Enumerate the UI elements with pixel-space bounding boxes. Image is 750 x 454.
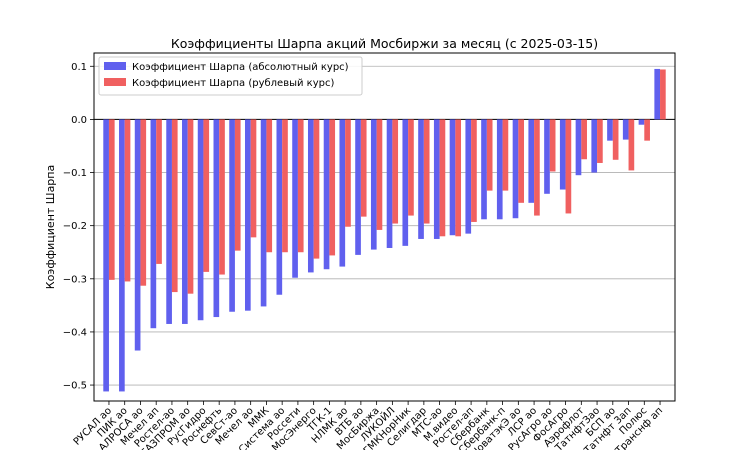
y-tick-label: −0.4 — [63, 327, 87, 338]
bar-absolute — [622, 119, 629, 140]
bar-ruble — [439, 119, 446, 237]
bar-ruble — [455, 119, 462, 237]
y-axis-ticks: 0.1 0.0 −0.1 −0.2 −0.3 −0.4 −0.5 — [63, 62, 94, 392]
bar-ruble — [423, 119, 430, 224]
y-axis-label: Коэффициент Шарпа — [44, 165, 57, 289]
plot-frame — [93, 52, 676, 402]
bar-absolute — [402, 119, 409, 246]
bar-ruble — [534, 119, 540, 216]
bar-absolute — [182, 119, 188, 324]
bar-absolute — [307, 119, 314, 273]
bar-absolute — [418, 119, 424, 239]
bar-absolute — [512, 119, 519, 219]
bar-ruble — [612, 119, 619, 160]
bar-ruble — [392, 119, 399, 224]
bar-ruble — [565, 119, 572, 214]
bar-absolute — [292, 119, 298, 278]
bar-absolute — [213, 119, 220, 318]
legend-label-absolute: Коэффициент Шарпа (абсолютный курс) — [132, 62, 349, 73]
bar-absolute — [449, 119, 456, 236]
bar-absolute — [575, 119, 582, 176]
bar-absolute — [276, 119, 283, 295]
bar-absolute — [481, 119, 487, 220]
bar-absolute — [465, 119, 472, 234]
bar-absolute — [355, 119, 361, 255]
legend-swatch-ruble — [104, 78, 126, 86]
bar-absolute — [386, 119, 393, 248]
bar-ruble — [313, 119, 320, 259]
bar-ruble — [360, 119, 367, 217]
bar-absolute — [433, 119, 440, 239]
bar-ruble — [156, 119, 162, 264]
bar-ruble — [518, 119, 525, 203]
bar-ruble — [297, 119, 304, 253]
bar-absolute — [638, 119, 645, 125]
bars-layer — [103, 68, 666, 392]
bar-ruble — [234, 119, 241, 251]
bar-absolute — [370, 119, 377, 250]
bar-ruble — [329, 119, 336, 256]
bar-absolute — [166, 119, 172, 324]
bar-absolute — [119, 119, 125, 392]
bar-absolute — [559, 119, 566, 190]
legend-label-ruble: Коэффициент Шарпа (рублевый курс) — [132, 78, 334, 89]
bar-ruble — [581, 119, 587, 160]
bar-absolute — [607, 119, 613, 141]
bar-ruble — [219, 119, 225, 275]
bar-ruble — [471, 119, 477, 222]
bar-ruble — [345, 119, 351, 227]
bar-ruble — [124, 119, 131, 282]
bar-ruble — [628, 119, 635, 171]
bar-ruble — [282, 119, 288, 253]
legend-box — [98, 56, 363, 96]
chart-title: Коэффициенты Шарпа акций Мосбиржи за мес… — [171, 36, 598, 51]
bar-absolute — [654, 68, 661, 120]
bar-absolute — [134, 119, 141, 351]
bar-ruble — [376, 119, 383, 230]
bar-ruble — [266, 119, 273, 253]
bar-absolute — [229, 119, 235, 312]
bar-ruble — [660, 69, 666, 120]
bar-absolute — [150, 119, 157, 329]
bar-ruble — [408, 119, 414, 216]
bar-absolute — [544, 119, 550, 194]
y-tick-label: −0.5 — [63, 381, 87, 392]
bar-absolute — [528, 119, 535, 203]
bar-ruble — [140, 119, 147, 286]
y-tick-label: 0.1 — [71, 62, 87, 73]
bar-ruble — [644, 119, 650, 141]
y-tick-label: −0.2 — [63, 221, 87, 232]
bar-ruble — [187, 119, 194, 294]
y-tick-label: 0.0 — [71, 115, 87, 126]
bar-absolute — [339, 119, 346, 267]
bar-ruble — [203, 119, 210, 272]
grid-layer — [94, 65, 675, 386]
bar-ruble — [549, 119, 556, 172]
y-tick-label: −0.3 — [63, 274, 87, 285]
bar-absolute — [591, 119, 598, 173]
bar-absolute — [103, 119, 109, 392]
bar-ruble — [250, 119, 257, 238]
legend: Коэффициент Шарпа (абсолютный курс) Коэф… — [98, 56, 363, 96]
bar-ruble — [486, 119, 493, 191]
bar-absolute — [323, 119, 330, 270]
bar-absolute — [496, 119, 503, 220]
bar-ruble — [502, 119, 509, 191]
bar-absolute — [244, 119, 251, 311]
y-tick-label: −0.1 — [63, 168, 87, 179]
bar-absolute — [260, 119, 267, 307]
bar-ruble — [108, 119, 115, 280]
bar-ruble — [171, 119, 178, 293]
bar-absolute — [197, 119, 204, 321]
bar-ruble — [597, 119, 603, 163]
legend-swatch-absolute — [104, 62, 126, 70]
